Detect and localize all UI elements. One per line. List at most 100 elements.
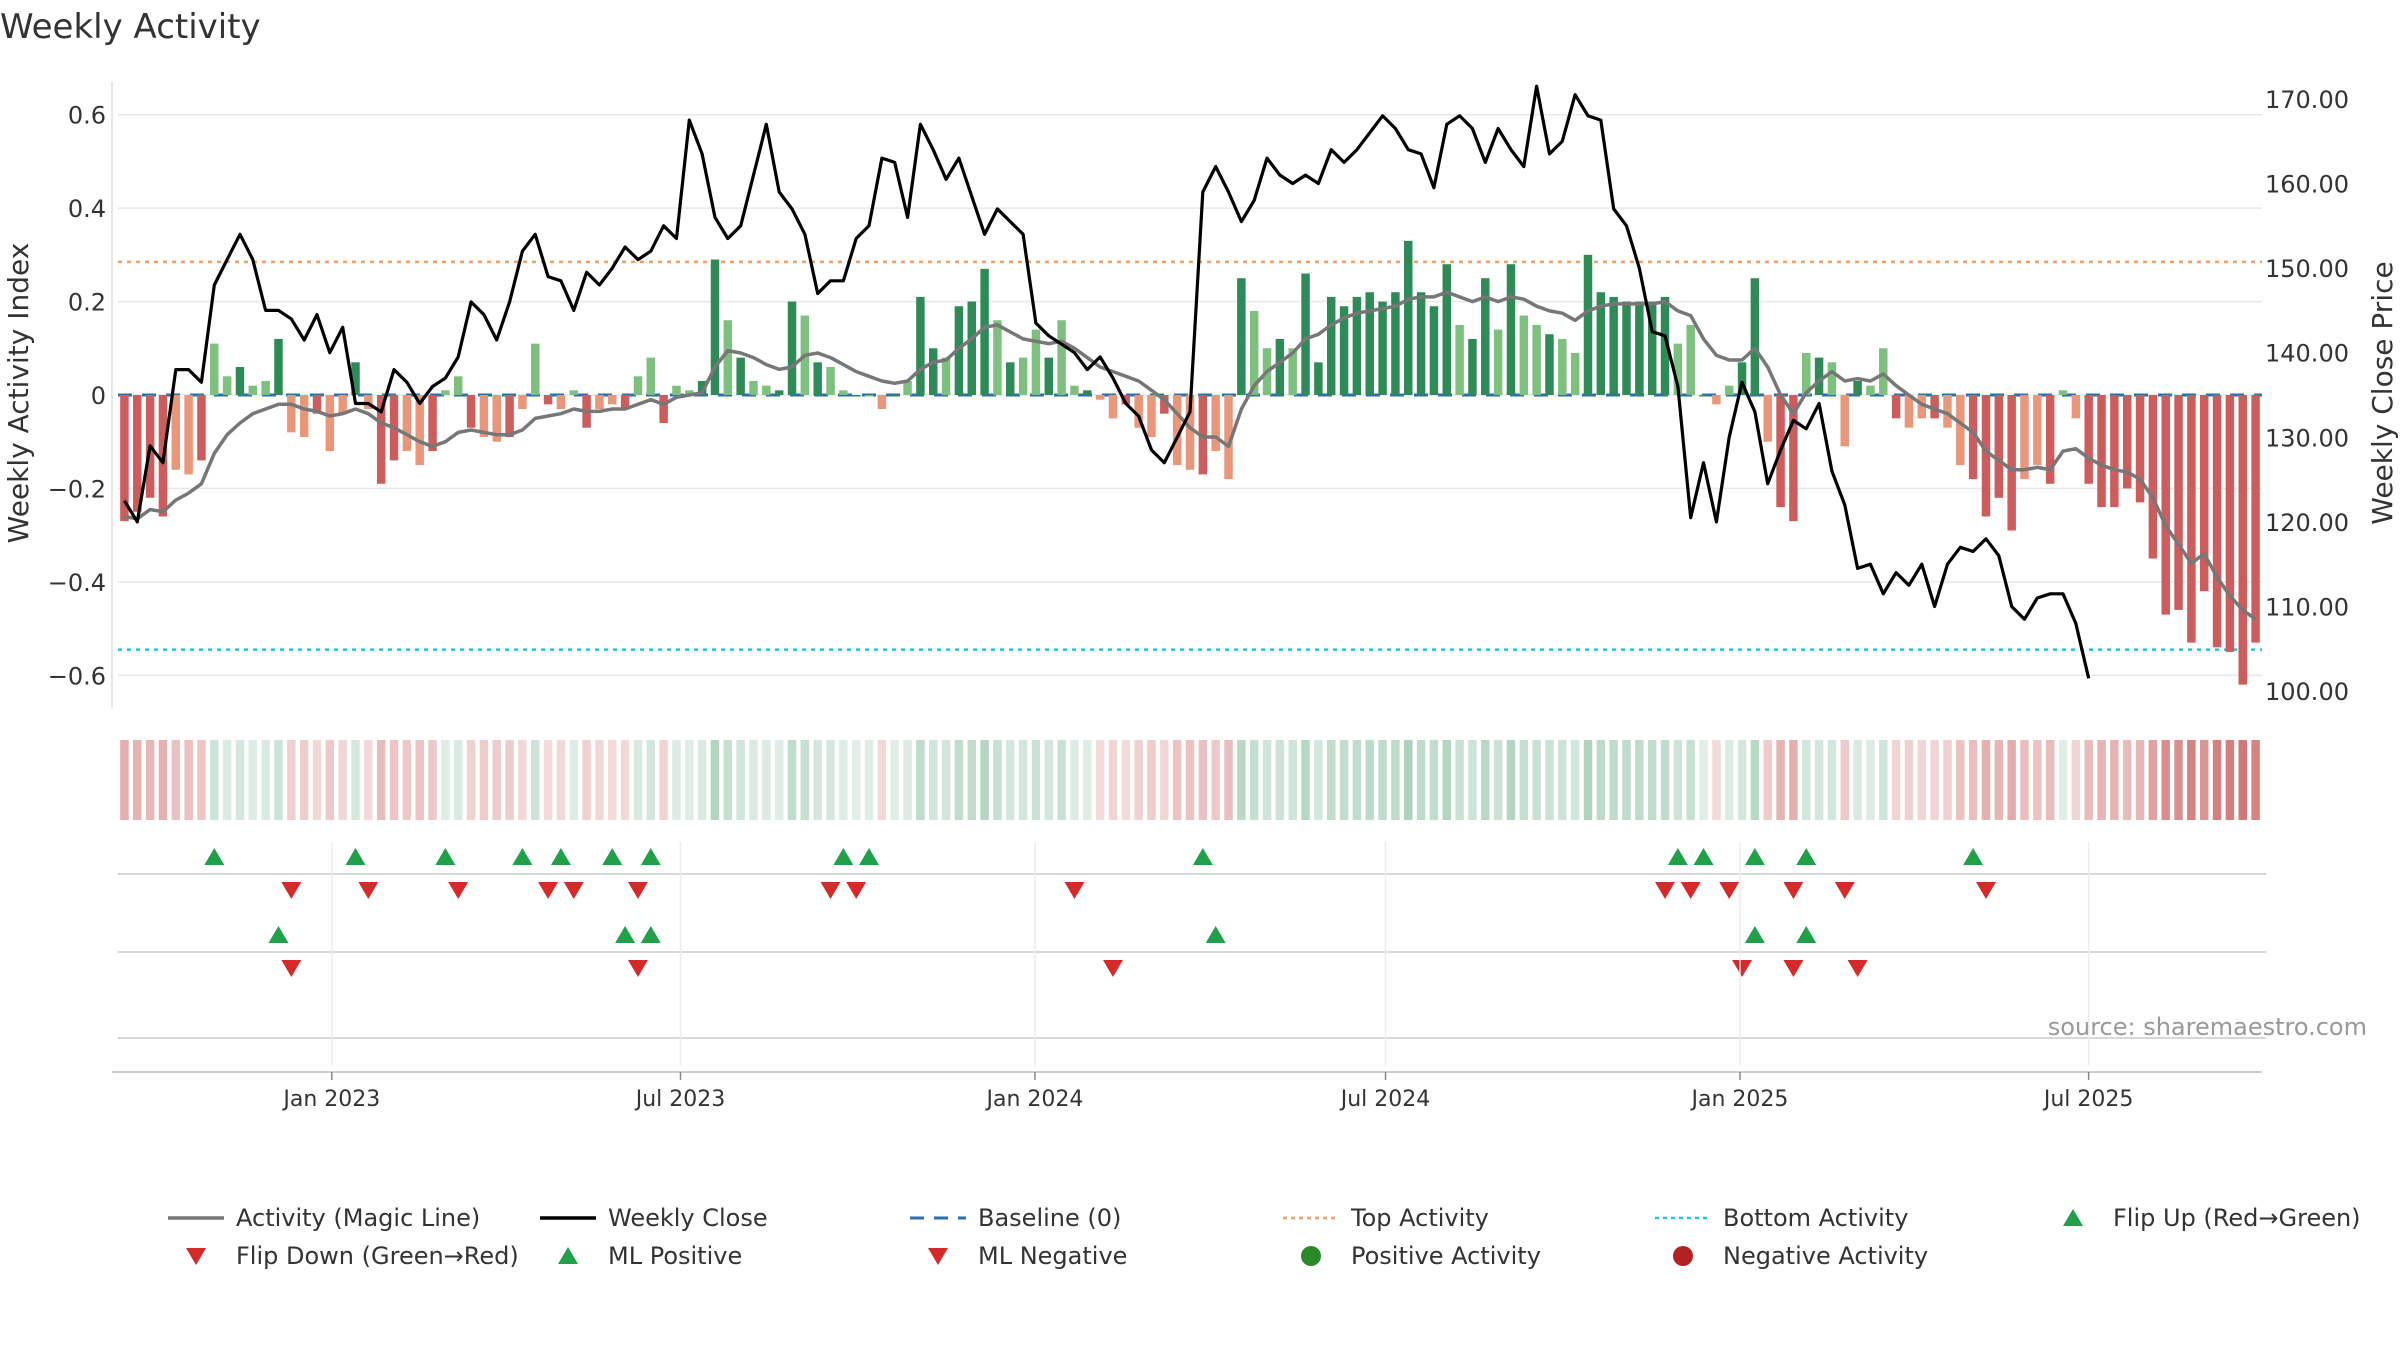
right-tick-label: 110.00 — [2265, 593, 2349, 621]
heat-strip-cell — [120, 740, 129, 820]
activity-bar — [1108, 395, 1118, 419]
heat-strip-cell — [1147, 740, 1156, 820]
heat-strip-cell — [1545, 740, 1554, 820]
activity-bar — [1737, 362, 1747, 395]
activity-bar — [813, 362, 822, 395]
heat-strip-cell — [1622, 740, 1631, 820]
activity-bar — [505, 395, 514, 438]
heat-strip-cell — [903, 740, 912, 820]
heat-strip-cell — [1917, 740, 1927, 820]
activity-bar — [184, 395, 193, 475]
heat-strip-cell — [608, 740, 617, 820]
heat-strip-cell — [1352, 740, 1362, 820]
heat-strip-cell — [2097, 740, 2106, 820]
activity-heat-strip — [120, 740, 2260, 820]
heat-strip-cell — [633, 740, 643, 820]
activity-bar — [1686, 324, 1695, 395]
activity-bar — [1699, 395, 1708, 397]
flip-up-marker — [640, 848, 661, 865]
heat-strip-cell — [2161, 740, 2170, 820]
activity-bar — [1802, 352, 1811, 395]
activity-bar — [351, 362, 360, 395]
legend-swatch — [2063, 1209, 2083, 1226]
activity-bar — [1378, 301, 1387, 395]
flip-up-marker — [435, 848, 456, 865]
flip-down-marker — [820, 882, 841, 899]
heat-strip-cell — [749, 740, 758, 820]
heat-strip-cell — [595, 740, 604, 820]
activity-bar — [518, 395, 527, 410]
chart-title: Weekly Activity — [0, 7, 261, 47]
heat-strip-cell — [1558, 740, 1567, 820]
heat-strip-cell — [1968, 740, 1978, 820]
activity-bar — [1981, 395, 1991, 517]
activity-bar — [2033, 395, 2042, 466]
activity-bar — [2097, 395, 2106, 508]
legend-label: Baseline (0) — [978, 1204, 1121, 1232]
flip-down-marker — [1102, 960, 1123, 977]
flip-down-marker — [358, 882, 379, 899]
flip-down-marker — [1655, 882, 1676, 899]
heat-strip-cell — [1647, 740, 1657, 820]
flip-up-marker — [512, 848, 533, 865]
heat-strip-cell — [2174, 740, 2183, 820]
heat-strip-cell — [261, 740, 270, 820]
activity-bar — [826, 366, 835, 395]
heat-strip-cell — [2251, 740, 2260, 820]
heat-strip-cell — [916, 740, 925, 820]
heat-strip-cell — [1172, 740, 1182, 820]
right-tick-label: 170.00 — [2265, 86, 2349, 114]
heat-strip-cell — [2238, 740, 2247, 820]
heat-strip-cell — [1224, 740, 1233, 820]
left-tick-label: 0.4 — [68, 195, 106, 223]
heat-strip-cell — [1455, 740, 1464, 820]
heat-strip-cell — [1057, 740, 1066, 820]
flip-up-marker — [1744, 848, 1765, 865]
heat-strip-cell — [1339, 740, 1349, 820]
activity-bar — [774, 390, 784, 395]
activity-bar — [2071, 395, 2081, 419]
heat-strip-cell — [2199, 740, 2209, 820]
legend-swatch — [558, 1247, 578, 1264]
activity-bar — [967, 301, 976, 395]
heat-strip-cell — [672, 740, 681, 820]
flip-down-marker — [538, 882, 559, 899]
flip-up-marker — [833, 848, 854, 865]
x-tick-label: Jul 2024 — [1339, 1087, 1431, 1112]
heat-strip-cell — [851, 740, 861, 820]
activity-bar — [287, 395, 296, 433]
flip-down-marker — [627, 882, 648, 899]
activity-bar — [376, 395, 386, 484]
heat-strip-cell — [210, 740, 219, 820]
activity-bar — [993, 320, 1002, 395]
activity-bar — [1339, 306, 1349, 395]
activity-bar — [235, 366, 245, 395]
activity-bars — [120, 240, 2260, 685]
heat-strip-cell — [1506, 740, 1516, 820]
activity-bar — [710, 259, 720, 395]
flip-up-marker — [1693, 848, 1714, 865]
heat-strip-cell — [543, 740, 553, 820]
left-axis-ticks: 0.6 0.4 0.2 0 −0.2 −0.4 −0.6 — [48, 102, 106, 691]
right-axis-ticks: 170.00 160.00 150.00 140.00 130.00 120.00 110.… — [2265, 86, 2349, 706]
series-lines — [123, 84, 2257, 679]
heat-strip-cell — [1044, 740, 1054, 820]
heat-strip-cell — [723, 740, 733, 820]
heat-strip-cell — [1789, 740, 1798, 820]
right-tick-label: 160.00 — [2265, 171, 2349, 199]
activity-bar — [595, 395, 604, 410]
activity-bar — [1288, 348, 1297, 395]
activity-bar — [608, 395, 617, 405]
activity-bar — [1956, 395, 1965, 466]
activity-bar — [1609, 296, 1618, 395]
activity-bar — [1442, 264, 1452, 395]
flip-up-marker — [204, 848, 225, 865]
flip-up-marker — [640, 926, 661, 943]
heat-strip-cell — [1391, 740, 1400, 820]
heat-strip-cell — [1326, 740, 1336, 820]
legend-swatch — [1301, 1246, 1321, 1266]
heat-strip-cell — [1442, 740, 1452, 820]
activity-bar — [2122, 395, 2132, 489]
flip-up-marker — [602, 848, 623, 865]
heat-strip-cell — [466, 740, 476, 820]
